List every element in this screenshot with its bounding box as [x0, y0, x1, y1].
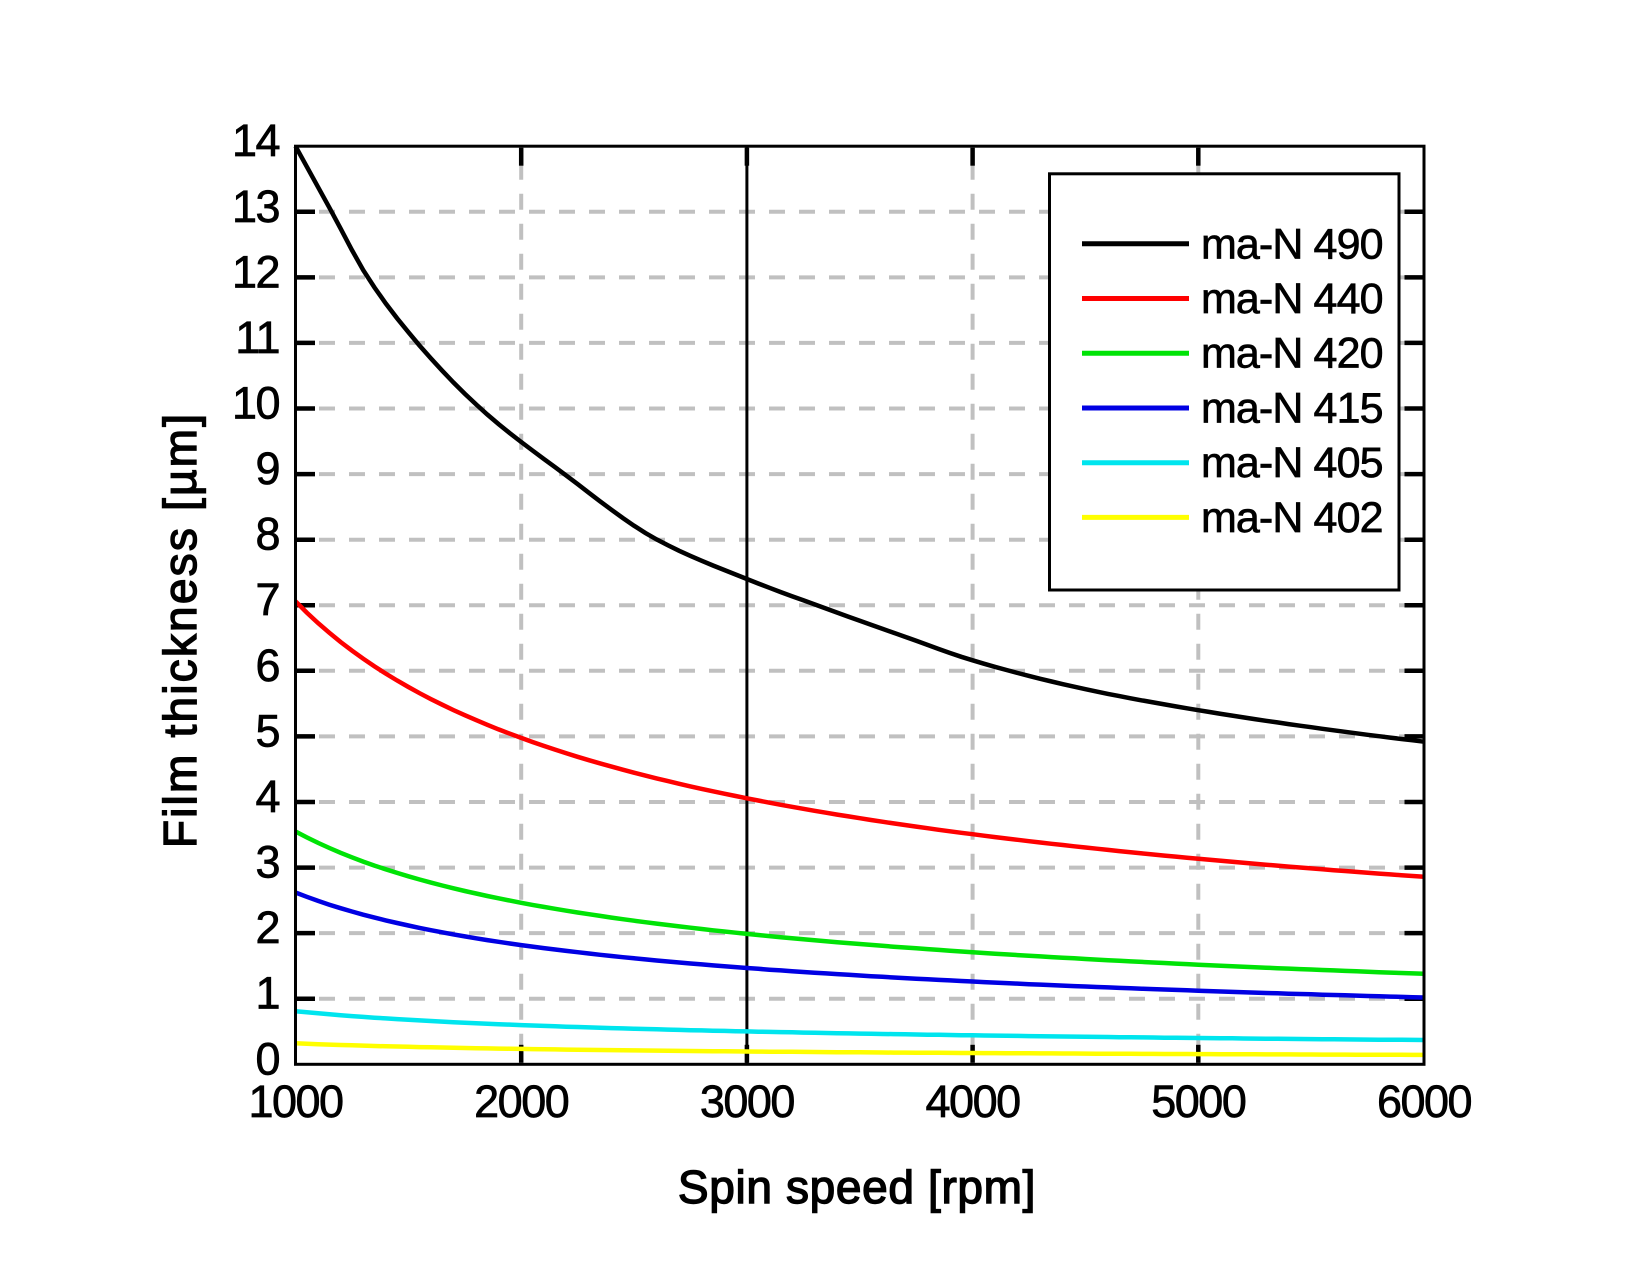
- svg-text:ma-N 440: ma-N 440: [1201, 275, 1383, 323]
- svg-text:ma-N 402: ma-N 402: [1201, 494, 1383, 542]
- svg-text:9: 9: [255, 443, 279, 494]
- svg-text:11: 11: [235, 312, 279, 363]
- svg-text:10: 10: [232, 378, 280, 429]
- svg-text:8: 8: [255, 509, 279, 560]
- svg-text:6000: 6000: [1377, 1076, 1472, 1127]
- svg-text:ma-N 415: ma-N 415: [1201, 385, 1383, 433]
- svg-text:3: 3: [255, 837, 279, 888]
- svg-text:2: 2: [255, 902, 279, 953]
- svg-text:ma-N 490: ma-N 490: [1201, 220, 1383, 268]
- svg-text:2000: 2000: [474, 1076, 569, 1127]
- svg-text:Film thickness [µm]: Film thickness [µm]: [154, 412, 206, 848]
- svg-text:7: 7: [255, 574, 279, 625]
- svg-text:ma-N 405: ma-N 405: [1201, 439, 1383, 487]
- svg-text:5: 5: [255, 705, 279, 756]
- svg-text:13: 13: [232, 181, 280, 232]
- svg-text:14: 14: [232, 115, 280, 166]
- svg-text:3000: 3000: [700, 1076, 795, 1127]
- svg-text:Spin speed [rpm]: Spin speed [rpm]: [678, 1161, 1036, 1213]
- svg-text:5000: 5000: [1151, 1076, 1246, 1127]
- svg-text:6: 6: [255, 640, 279, 691]
- svg-text:ma-N 420: ma-N 420: [1201, 330, 1383, 378]
- svg-text:1000: 1000: [248, 1076, 343, 1127]
- svg-text:4: 4: [255, 771, 279, 822]
- svg-text:0: 0: [255, 1033, 279, 1084]
- svg-text:12: 12: [232, 246, 279, 297]
- svg-text:4000: 4000: [926, 1076, 1021, 1127]
- svg-text:1: 1: [255, 968, 279, 1019]
